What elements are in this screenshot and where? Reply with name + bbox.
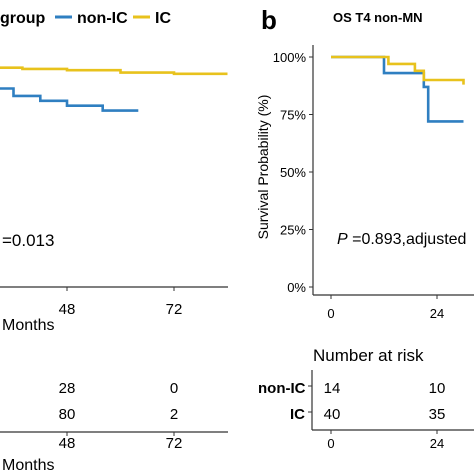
left-risk-ic-48: 80 <box>59 406 76 423</box>
left-p-value: =0.013 <box>2 231 54 250</box>
left-risk-ic-72: 2 <box>170 406 178 423</box>
left-risk-tick-label-48: 48 <box>59 435 76 452</box>
legend-title: group <box>0 10 46 27</box>
curve-non-ic <box>331 55 464 123</box>
risk-non-ic-24: 10 <box>429 380 446 397</box>
x-tick-label-24: 24 <box>430 306 444 321</box>
left-risk-x-axis-label: Months <box>2 457 54 474</box>
y-tick-label-2: 50% <box>280 165 306 180</box>
left-risk-non-ic-72: 0 <box>170 380 178 397</box>
left-risk-tick-label-72: 72 <box>166 435 183 452</box>
p-value-annotation: P =0.893,adjusted <box>337 231 466 248</box>
left-curve-non-ic <box>0 87 139 112</box>
x-tick-label-0: 0 <box>327 306 334 321</box>
chart-title: OS T4 non-MN <box>333 10 423 25</box>
legend-label-ic: IC <box>155 10 171 27</box>
risk-x-tick-label-0: 0 <box>327 436 334 451</box>
left-risk-non-ic-48: 28 <box>59 380 76 397</box>
risk-row-label-ic: IC <box>290 406 305 423</box>
left-x-tick-label-72: 72 <box>166 301 183 318</box>
left-x-tick-label-48: 48 <box>59 301 76 318</box>
right-panel: b OS T4 non-MN Survival Probability (%) … <box>255 5 474 451</box>
risk-ic-24: 35 <box>429 406 446 423</box>
y-tick-label-1: 25% <box>280 223 306 238</box>
risk-ic-0: 40 <box>324 406 341 423</box>
y-tick-label-0: 0% <box>287 280 306 295</box>
legend-label-non-ic: non-IC <box>77 10 128 27</box>
left-x-ticks: 48 72 <box>59 287 183 318</box>
x-ticks: 0 24 <box>327 295 444 321</box>
y-axis-label: Survival Probability (%) <box>255 95 271 240</box>
risk-x-tick-label-24: 24 <box>430 436 444 451</box>
risk-row-label-non-ic: non-IC <box>258 380 306 397</box>
left-curve-ic <box>0 66 228 76</box>
left-panel: group non-IC IC 48 72 Months =0.013 28 0 … <box>0 10 228 474</box>
risk-table-title: Number at risk <box>313 346 424 365</box>
panel-letter: b <box>261 5 277 35</box>
y-tick-label-3: 75% <box>280 108 306 123</box>
right-km-curves <box>331 55 465 123</box>
left-km-curves <box>0 66 228 112</box>
y-tick-label-4: 100% <box>273 50 307 65</box>
curve-ic <box>331 55 465 85</box>
left-x-axis-label: Months <box>2 317 54 334</box>
y-ticks: 0% 25% 50% 75% 100% <box>273 50 313 295</box>
risk-non-ic-0: 14 <box>324 380 341 397</box>
